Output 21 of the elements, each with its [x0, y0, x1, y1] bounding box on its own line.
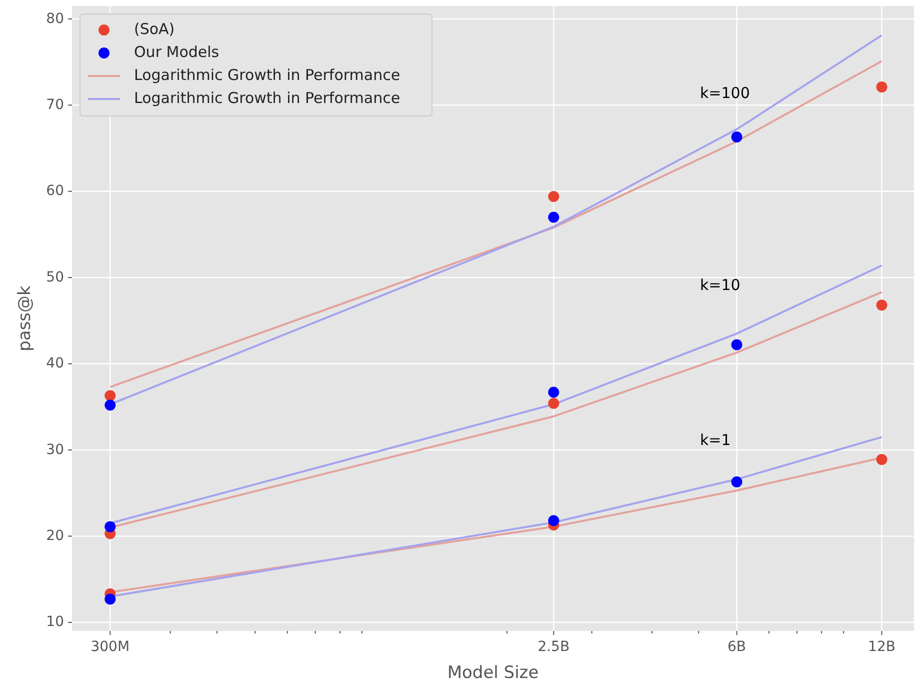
legend-label: Our Models	[134, 43, 220, 62]
y-tick-label: 50	[46, 269, 64, 286]
y-tick-label: 70	[46, 96, 64, 113]
y-tick-label: 80	[46, 10, 64, 27]
y-tick-label: 10	[46, 614, 64, 630]
x-tick-label: 2.5B	[538, 639, 570, 655]
x-tick-label: 300M	[90, 639, 130, 655]
legend-label: Logarithmic Growth in Performance	[134, 89, 400, 108]
x-axis-title: Model Size	[447, 663, 539, 683]
x-tick-label: 6B	[728, 639, 746, 655]
annotation: k=1	[700, 431, 731, 450]
y-tick-label: 40	[46, 356, 64, 372]
annotation: k=100	[700, 84, 750, 102]
y-tick-label: 30	[46, 442, 64, 458]
y-tick-label: 60	[46, 183, 64, 200]
legend-label: Logarithmic Growth in Performance	[134, 66, 400, 84]
x-tick-label: 12B	[868, 639, 896, 655]
legend-label: (SoA)	[134, 20, 175, 38]
annotation: k=10	[700, 276, 740, 294]
y-tick-label: 20	[46, 528, 64, 544]
y-axis-title: pass@k	[15, 285, 35, 352]
